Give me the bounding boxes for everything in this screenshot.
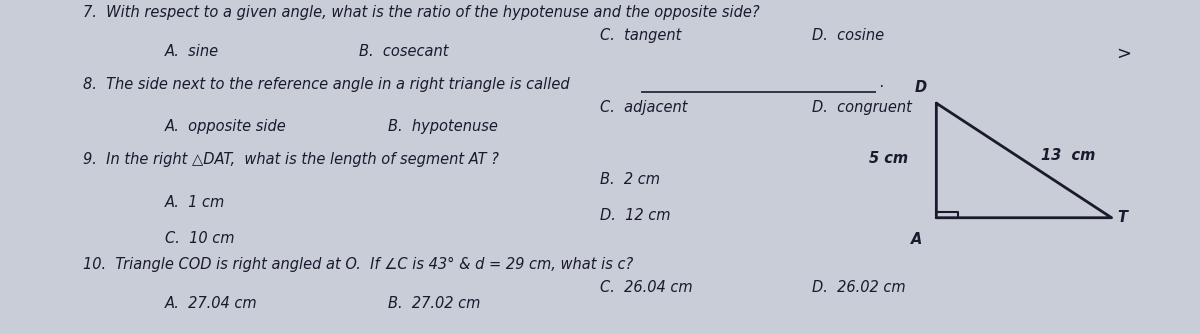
- Text: B.  cosecant: B. cosecant: [359, 44, 449, 59]
- Text: B.  2 cm: B. 2 cm: [600, 172, 660, 187]
- Text: D.  congruent: D. congruent: [811, 100, 912, 115]
- Text: 9.  In the right △DAT,  what is the length of segment AT ?: 9. In the right △DAT, what is the length…: [83, 152, 498, 167]
- Text: A.  sine: A. sine: [164, 44, 220, 59]
- Text: D.  26.02 cm: D. 26.02 cm: [811, 280, 905, 295]
- Text: 7.  With respect to a given angle, what is the ratio of the hypotenuse and the o: 7. With respect to a given angle, what i…: [83, 5, 760, 20]
- Text: C.  tangent: C. tangent: [600, 28, 682, 43]
- Text: A.  opposite side: A. opposite side: [164, 119, 287, 134]
- Text: 10.  Triangle COD is right angled at O.  If ∠C is 43° & d = 29 cm, what is c?: 10. Triangle COD is right angled at O. I…: [83, 257, 632, 272]
- Text: A.  1 cm: A. 1 cm: [164, 194, 226, 209]
- Text: B.  hypotenuse: B. hypotenuse: [389, 119, 498, 134]
- Text: C.  10 cm: C. 10 cm: [164, 230, 234, 245]
- Text: 5 cm: 5 cm: [869, 151, 908, 166]
- Text: 13  cm: 13 cm: [1042, 148, 1096, 163]
- Text: D.  cosine: D. cosine: [811, 28, 884, 43]
- Text: B.  27.02 cm: B. 27.02 cm: [389, 296, 481, 311]
- Text: D.  12 cm: D. 12 cm: [600, 208, 671, 223]
- Text: >: >: [1116, 45, 1130, 63]
- Text: D: D: [914, 80, 926, 95]
- Text: 8.  The side next to the reference angle in a right triangle is called: 8. The side next to the reference angle …: [83, 77, 569, 92]
- Text: C.  26.04 cm: C. 26.04 cm: [600, 280, 692, 295]
- Text: .: .: [878, 75, 883, 90]
- Text: A.  27.04 cm: A. 27.04 cm: [164, 296, 258, 311]
- Text: A: A: [911, 232, 923, 247]
- Text: C.  adjacent: C. adjacent: [600, 100, 688, 115]
- Text: T: T: [1117, 210, 1128, 225]
